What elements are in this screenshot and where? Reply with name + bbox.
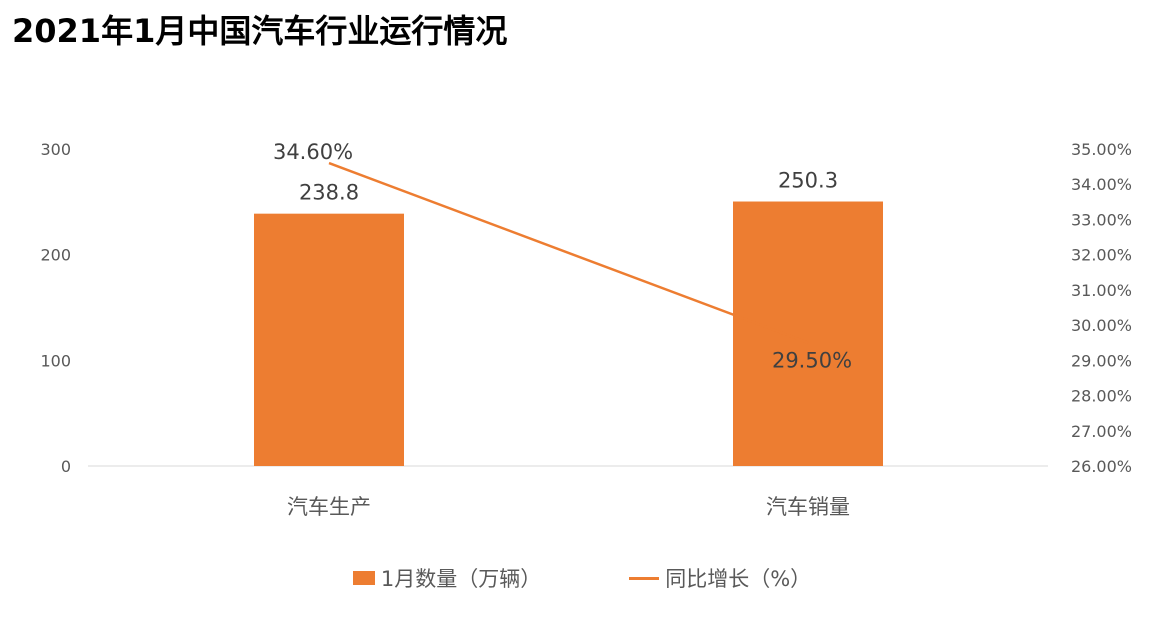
y-left-tick-label: 100	[40, 351, 71, 370]
y-left-tick-label: 200	[40, 246, 71, 265]
y-right-tick-label: 27.00%	[1071, 422, 1132, 441]
bar-data-label: 250.3	[778, 169, 838, 193]
bar	[733, 201, 883, 466]
y-right-tick-label: 29.00%	[1071, 351, 1132, 370]
y-left-tick-label: 0	[61, 457, 71, 476]
y-right-tick-label: 30.00%	[1071, 316, 1132, 335]
y-right-tick-label: 32.00%	[1071, 246, 1132, 265]
y-left-tick-label: 300	[40, 140, 71, 159]
legend-item-line: 同比增长（%）	[629, 563, 811, 593]
y-right-tick-label: 33.00%	[1071, 210, 1132, 229]
bar	[254, 213, 404, 466]
chart-title: 2021年1月中国汽车行业运行情况	[12, 12, 508, 50]
line-data-label: 29.50%	[772, 349, 852, 373]
y-right-tick-label: 28.00%	[1071, 387, 1132, 406]
combo-chart: 0 100 200 300 26.00% 27.00% 28.00% 29.00% 30.00%…	[40, 140, 1132, 519]
legend-line-swatch	[629, 576, 660, 580]
y-right-tick-label: 35.00%	[1071, 140, 1132, 159]
y-right-tick-label: 26.00%	[1071, 457, 1132, 476]
legend: 1月数量（万辆） 同比增长（%）	[0, 563, 1164, 593]
legend-bar-label: 1月数量（万辆）	[380, 567, 542, 591]
growth-line	[328, 161, 809, 344]
legend-line-label: 同比增长（%）	[665, 567, 812, 591]
y-right-tick-label: 34.00%	[1071, 175, 1132, 194]
legend-item-bar: 1月数量（万辆）	[352, 563, 542, 593]
x-category-label: 汽车销量	[766, 495, 850, 519]
bar-data-label: 238.8	[299, 181, 359, 205]
x-category-label: 汽车生产	[287, 495, 371, 519]
y-right-tick-label: 31.00%	[1071, 281, 1132, 300]
line-data-label: 34.60%	[273, 140, 353, 164]
legend-bar-swatch	[352, 571, 375, 585]
